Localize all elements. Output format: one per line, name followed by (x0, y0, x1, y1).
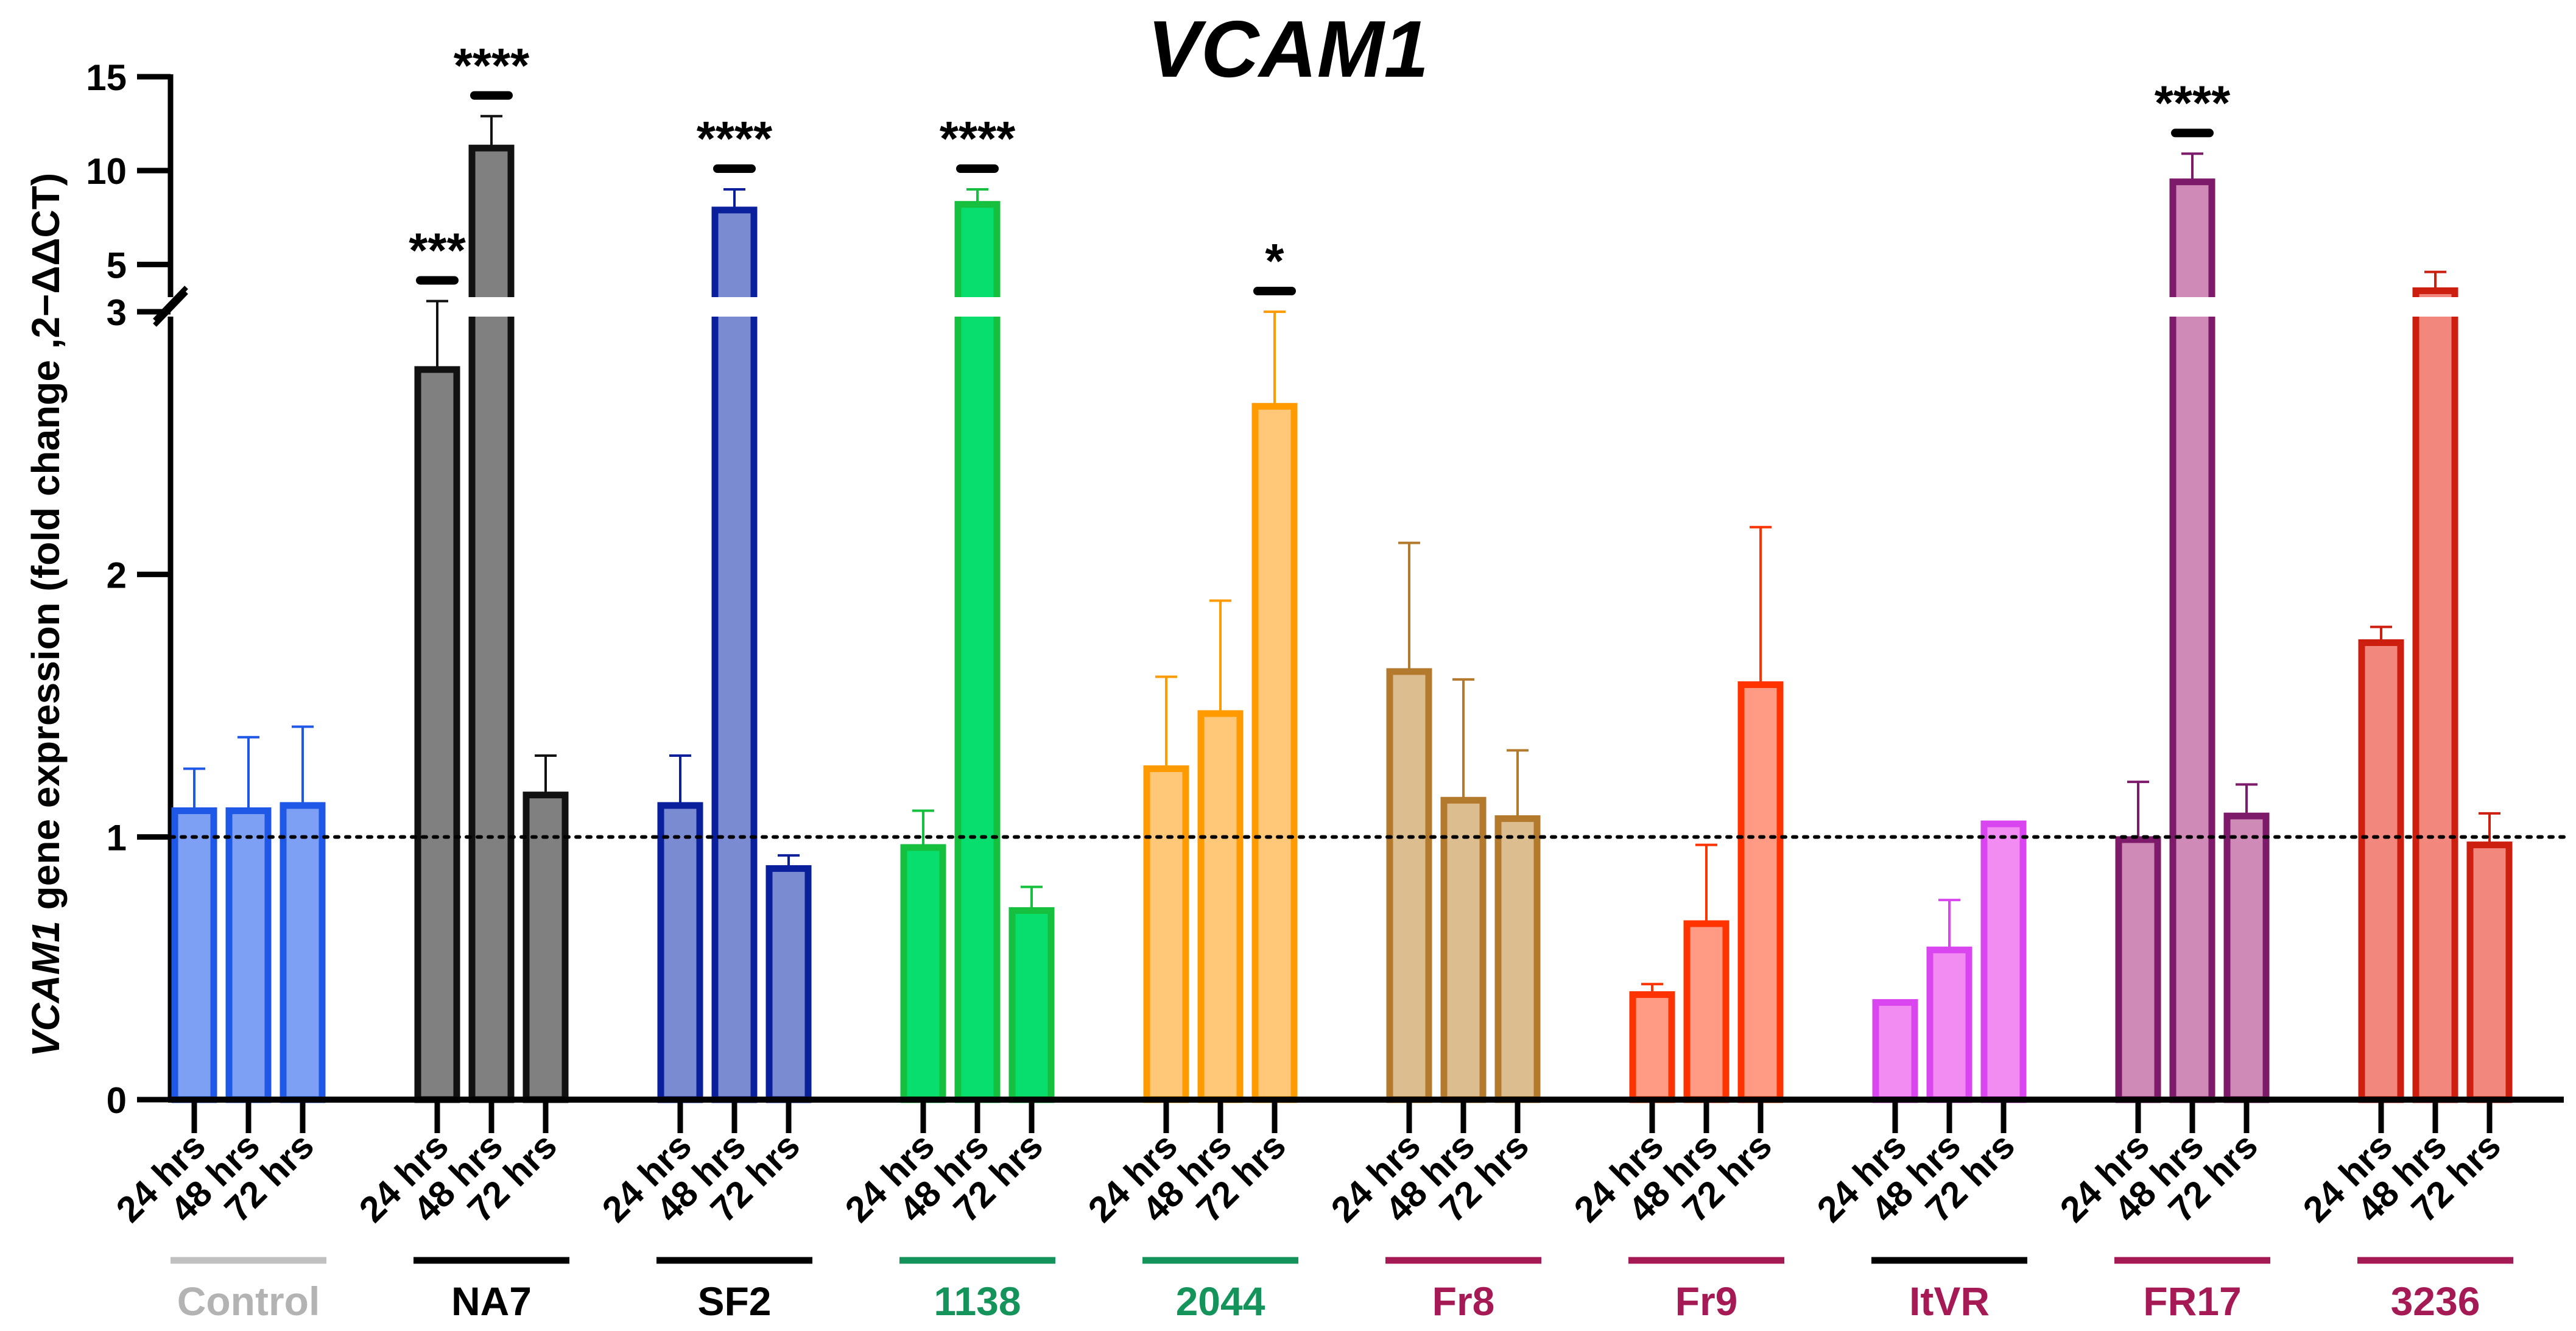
bar (414, 366, 460, 1103)
bar (1251, 402, 1298, 1103)
bar (2115, 836, 2161, 1103)
group-label: 1138 (934, 1279, 1021, 1324)
bar (171, 807, 217, 1103)
bar (2466, 841, 2513, 1103)
y-tick-label: 10 (86, 151, 127, 192)
bar (1980, 820, 2027, 1103)
bar (1440, 796, 1487, 1103)
bar (1197, 710, 1244, 1103)
significance-label: **** (697, 111, 773, 166)
y-axis-break-mark (153, 290, 188, 327)
y-tick-label: 0 (107, 1080, 127, 1121)
significance-label: **** (940, 111, 1016, 166)
y-tick-label: 1 (107, 818, 127, 859)
group-label: ItVR (1909, 1279, 1990, 1324)
significance-label: * (1265, 234, 1284, 288)
bar-break-gap (2168, 297, 2217, 317)
group-label: NA7 (451, 1279, 532, 1324)
group-label: SF2 (697, 1279, 771, 1324)
bar (1629, 991, 1675, 1103)
bar (225, 807, 272, 1103)
bar (1386, 668, 1432, 1103)
y-axis-break-mark (153, 286, 188, 322)
bar (1737, 681, 1784, 1103)
y-tick-label: 2 (107, 555, 127, 595)
significance-label: **** (454, 38, 530, 93)
bar (523, 792, 569, 1103)
group-label: 2044 (1176, 1279, 1265, 1324)
chart-title: VCAM1 (1147, 4, 1429, 94)
bar-break-gap (2411, 297, 2460, 317)
group-label: Fr8 (1432, 1279, 1495, 1324)
bar (1143, 765, 1189, 1103)
bar (1683, 920, 1730, 1103)
bar-break-gap (953, 297, 1002, 317)
bar (765, 865, 812, 1103)
bar (900, 844, 946, 1103)
bar (1008, 907, 1055, 1103)
bar (1872, 999, 1918, 1103)
bar (1926, 946, 1972, 1103)
bar (468, 144, 515, 1103)
bar (2412, 287, 2458, 1103)
significance-label: **** (2155, 76, 2231, 130)
significance-label: *** (409, 223, 466, 277)
y-tick-label: 15 (86, 57, 127, 98)
bar (2223, 812, 2270, 1103)
bar-break-gap (467, 297, 516, 317)
bar (280, 802, 326, 1103)
bar (711, 206, 758, 1103)
group-label: FR17 (2143, 1279, 2241, 1324)
group-label: Control (177, 1279, 320, 1324)
bar (1494, 815, 1541, 1103)
bar-break-gap (710, 297, 759, 317)
bar (657, 802, 703, 1103)
y-tick-label: 3 (107, 292, 127, 333)
bar (2169, 178, 2215, 1103)
group-label: Fr9 (1675, 1279, 1738, 1324)
bar (954, 201, 1001, 1103)
y-tick-label: 5 (107, 245, 127, 286)
group-label: 3236 (2391, 1279, 2480, 1324)
bar (2358, 639, 2404, 1103)
